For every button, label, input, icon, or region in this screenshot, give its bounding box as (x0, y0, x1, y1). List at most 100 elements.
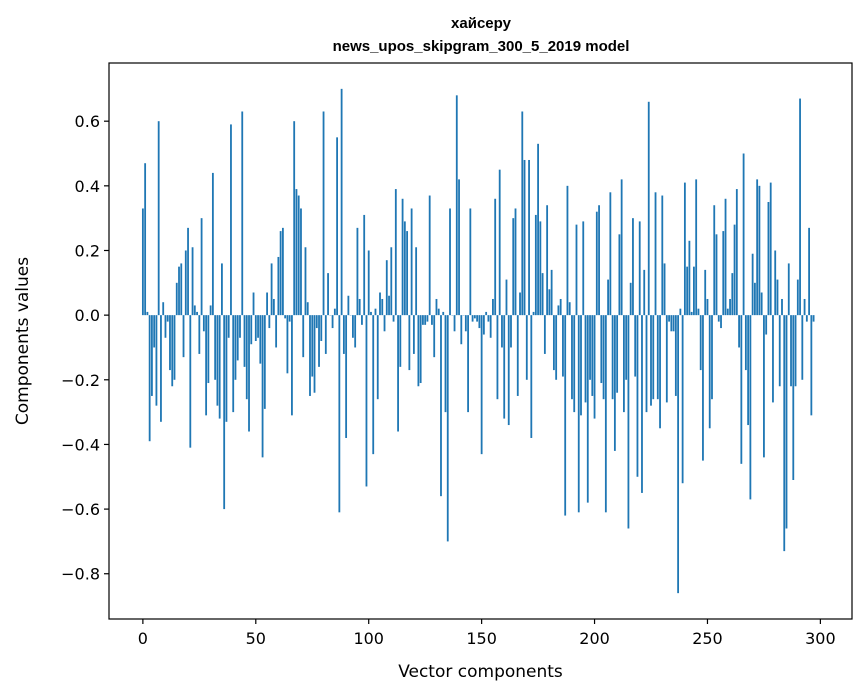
bar-93 (352, 315, 354, 338)
bar-226 (652, 315, 655, 400)
bar-193 (577, 315, 580, 513)
bar-35 (221, 263, 223, 316)
bar-125 (424, 315, 427, 325)
bar-247 (699, 315, 702, 371)
bar-282 (778, 315, 781, 387)
bar-227 (654, 192, 657, 316)
bar-94 (354, 315, 357, 348)
bar-157 (496, 315, 499, 400)
bar-155 (492, 298, 494, 316)
bar-238 (679, 308, 682, 316)
bar-149 (478, 315, 481, 329)
bar-101 (370, 311, 372, 316)
bar-165 (514, 208, 517, 316)
bar-129 (433, 315, 436, 358)
bar-242 (688, 240, 691, 316)
bar-270 (751, 253, 754, 316)
bar-161 (505, 279, 508, 316)
bar-37 (225, 315, 228, 422)
bar-86 (336, 137, 338, 316)
bar-51 (257, 315, 259, 338)
bar-256 (720, 315, 722, 329)
bar-175 (537, 143, 539, 316)
bar-121 (415, 247, 418, 316)
bar-65 (288, 315, 291, 322)
bar-140 (458, 179, 460, 316)
bar-252 (711, 315, 713, 400)
bar-224 (647, 101, 650, 316)
x-axis: 0 50 100 150 200 250 300 (138, 619, 836, 648)
bar-28 (205, 315, 208, 416)
bar-279 (772, 315, 774, 403)
bar-220 (638, 221, 641, 316)
bar-85 (333, 308, 336, 316)
x-tick-label: 300 (805, 629, 836, 648)
x-axis-label: Vector components (398, 662, 563, 682)
bar-63 (284, 315, 287, 319)
bar-190 (571, 315, 573, 400)
bar-250 (706, 298, 709, 316)
bar-41 (234, 315, 237, 380)
bar-231 (663, 263, 666, 316)
bar-236 (674, 315, 677, 396)
bar-184 (557, 305, 560, 316)
bar-167 (519, 292, 521, 316)
bar-264 (738, 315, 740, 348)
bar-20 (187, 227, 189, 316)
bar-144 (467, 315, 469, 413)
bar-84 (331, 315, 334, 329)
bar-246 (697, 308, 700, 316)
bar-136 (449, 208, 451, 316)
bar-287 (790, 315, 792, 387)
bar-114 (399, 315, 402, 367)
bar-105 (379, 292, 381, 316)
chart-subtitle: news_upos_skipgram_300_5_2019 model (333, 38, 630, 55)
bar-23 (193, 305, 196, 316)
bar-277 (767, 202, 770, 316)
y-axis: −0.8 −0.6 −0.4 −0.2 0.0 0.2 0.4 0.6 (61, 112, 109, 584)
bar-87 (338, 315, 341, 513)
bar-15 (175, 282, 178, 316)
bar-132 (440, 315, 442, 497)
bar-219 (636, 315, 639, 477)
bar-19 (184, 250, 187, 316)
bar-77 (315, 315, 318, 329)
bar-154 (489, 315, 492, 338)
bar-249 (704, 269, 707, 316)
bar-230 (661, 195, 664, 316)
bar-88 (340, 88, 343, 316)
bar-145 (469, 208, 472, 316)
bar-187 (564, 315, 567, 516)
bar-240 (683, 182, 686, 316)
bar-274 (760, 292, 763, 316)
bar-26 (200, 218, 203, 316)
bar-110 (390, 247, 393, 316)
y-tick-label: −0.8 (61, 565, 100, 584)
bar-284 (783, 315, 786, 552)
bar-56 (268, 315, 271, 329)
bar-267 (744, 315, 747, 371)
bar-17 (180, 263, 183, 316)
bar-163 (510, 315, 512, 348)
bar-48 (250, 315, 253, 345)
bar-261 (731, 273, 734, 316)
y-tick-label: −0.4 (61, 435, 100, 454)
bar-295 (808, 227, 810, 316)
bar-115 (401, 198, 404, 316)
bar-62 (281, 227, 284, 316)
x-tick-label: 0 (138, 629, 148, 648)
bar-66 (291, 315, 293, 416)
bar-76 (313, 315, 316, 393)
bar-215 (627, 315, 630, 529)
bar-289 (794, 315, 797, 387)
bar-32 (214, 315, 217, 380)
bar-22 (191, 247, 194, 316)
bar-45 (243, 315, 246, 367)
bar-197 (586, 315, 589, 503)
bar-263 (735, 189, 738, 316)
bar-60 (277, 256, 280, 316)
bar-13 (171, 315, 174, 387)
x-tick-label: 100 (353, 629, 384, 648)
bar-98 (363, 214, 366, 316)
bar-16 (178, 266, 180, 316)
